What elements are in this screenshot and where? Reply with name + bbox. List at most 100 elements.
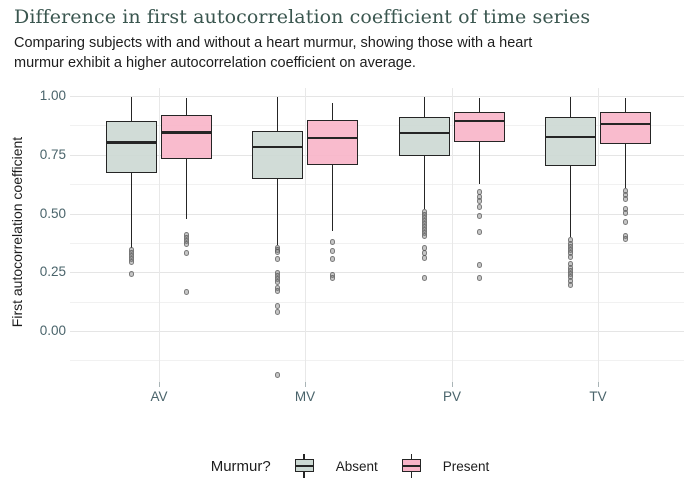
whisker-lower-MV-absent xyxy=(276,178,279,245)
boxplot-key-icon xyxy=(294,454,314,478)
outlier-point-TV-present xyxy=(622,210,629,216)
outlier-point-AV-present xyxy=(183,289,190,295)
y-tick-label: 0.25 xyxy=(39,264,66,280)
major-gridline xyxy=(70,272,684,274)
major-gridline xyxy=(70,213,684,215)
category-gridline xyxy=(305,88,306,382)
outlier-point-MV-present xyxy=(329,275,336,281)
x-tick-mark xyxy=(304,382,306,387)
whisker-lower-TV-absent xyxy=(569,166,572,237)
minor-gridline xyxy=(70,242,684,244)
x-tick-mark xyxy=(158,382,160,387)
box-MV-present xyxy=(307,119,358,166)
outlier-point-MV-present xyxy=(329,239,336,245)
outlier-point-AV-present xyxy=(183,250,190,256)
whisker-upper-AV-absent xyxy=(130,97,133,121)
median-TV-present xyxy=(600,122,651,126)
outlier-point-MV-absent xyxy=(274,256,281,262)
whisker-upper-MV-absent xyxy=(276,97,279,131)
outlier-point-MV-absent xyxy=(274,309,281,315)
outlier-point-TV-present xyxy=(622,219,629,225)
legend-entry-absent: Absent xyxy=(294,454,378,478)
category-gridline xyxy=(452,88,453,382)
x-tick-label: PV xyxy=(442,389,461,404)
outlier-point-PV-present xyxy=(476,275,483,281)
outlier-point-TV-present xyxy=(622,236,629,242)
outlier-point-MV-absent xyxy=(274,303,281,309)
box-PV-present xyxy=(454,111,505,143)
minor-gridline xyxy=(70,184,684,186)
whisker-lower-AV-absent xyxy=(130,173,133,249)
x-tick-label: MV xyxy=(294,389,316,404)
outlier-point-PV-absent xyxy=(421,233,428,239)
chart-title: Difference in first autocorrelation coef… xyxy=(14,6,591,28)
x-tick-mark xyxy=(597,382,599,387)
outlier-point-MV-absent xyxy=(274,288,281,294)
whisker-upper-MV-present xyxy=(331,103,334,120)
minor-gridline xyxy=(70,125,684,127)
box-PV-absent xyxy=(399,116,450,156)
y-tick-label: 1.00 xyxy=(39,88,66,103)
outlier-point-PV-present xyxy=(476,229,483,235)
box-TV-absent xyxy=(545,116,596,167)
whisker-lower-MV-present xyxy=(331,165,334,231)
y-tick-label: 0.50 xyxy=(39,205,66,221)
category-gridline xyxy=(159,88,160,382)
median-PV-absent xyxy=(399,131,450,135)
whisker-lower-TV-present xyxy=(624,143,627,188)
box-AV-present xyxy=(161,115,212,159)
category-gridline xyxy=(598,88,599,382)
boxplot-key-icon xyxy=(401,454,421,478)
x-tick-label: AV xyxy=(150,389,168,404)
whisker-upper-PV-present xyxy=(478,98,481,112)
y-tick-label: 0.00 xyxy=(39,323,66,338)
outlier-point-PV-absent xyxy=(421,255,428,261)
whisker-upper-PV-absent xyxy=(423,97,426,117)
outlier-point-TV-absent xyxy=(567,282,574,288)
major-gridline xyxy=(70,331,684,332)
x-tick-label: TV xyxy=(589,389,607,404)
outlier-point-PV-absent xyxy=(421,275,428,281)
whisker-lower-PV-absent xyxy=(423,155,426,210)
outlier-point-TV-absent xyxy=(567,254,574,260)
outlier-point-PV-present xyxy=(476,204,483,210)
whisker-upper-TV-absent xyxy=(569,97,572,117)
whisker-upper-TV-present xyxy=(624,98,627,112)
outlier-point-MV-absent xyxy=(274,279,281,285)
legend-title: Murmur? xyxy=(210,457,271,475)
outlier-point-MV-absent xyxy=(274,372,281,378)
median-MV-absent xyxy=(252,145,303,149)
whisker-upper-AV-present xyxy=(185,98,188,116)
median-AV-present xyxy=(161,131,212,134)
minor-gridline xyxy=(70,360,684,362)
chart-subtitle: Comparing subjects with and without a he… xyxy=(14,35,533,71)
box-MV-absent xyxy=(252,131,303,179)
outlier-point-AV-absent xyxy=(128,259,135,265)
box-TV-present xyxy=(600,111,651,144)
whisker-lower-AV-present xyxy=(185,158,188,219)
whisker-lower-PV-present xyxy=(478,142,481,184)
major-gridline xyxy=(70,154,684,156)
legend: Murmur? Absent Present xyxy=(0,450,700,482)
legend-entry-present: Present xyxy=(401,454,490,478)
legend-label-present: Present xyxy=(442,458,490,474)
x-tick-mark xyxy=(451,382,453,387)
major-gridline xyxy=(70,96,684,97)
median-AV-absent xyxy=(106,141,157,144)
box-AV-absent xyxy=(106,120,157,174)
minor-gridline xyxy=(70,301,684,303)
outlier-point-MV-absent xyxy=(274,249,281,255)
outlier-point-PV-present xyxy=(476,198,483,204)
outlier-point-AV-absent xyxy=(128,271,135,277)
outlier-point-AV-present xyxy=(183,241,190,247)
y-tick-label: 0.75 xyxy=(39,146,66,162)
median-MV-present xyxy=(307,136,358,140)
outlier-point-MV-present xyxy=(329,248,336,254)
outlier-point-TV-present xyxy=(622,196,629,202)
outlier-point-PV-present xyxy=(476,213,483,219)
legend-label-absent: Absent xyxy=(335,458,378,474)
outlier-point-PV-present xyxy=(476,262,483,268)
outlier-point-MV-present xyxy=(329,256,336,262)
